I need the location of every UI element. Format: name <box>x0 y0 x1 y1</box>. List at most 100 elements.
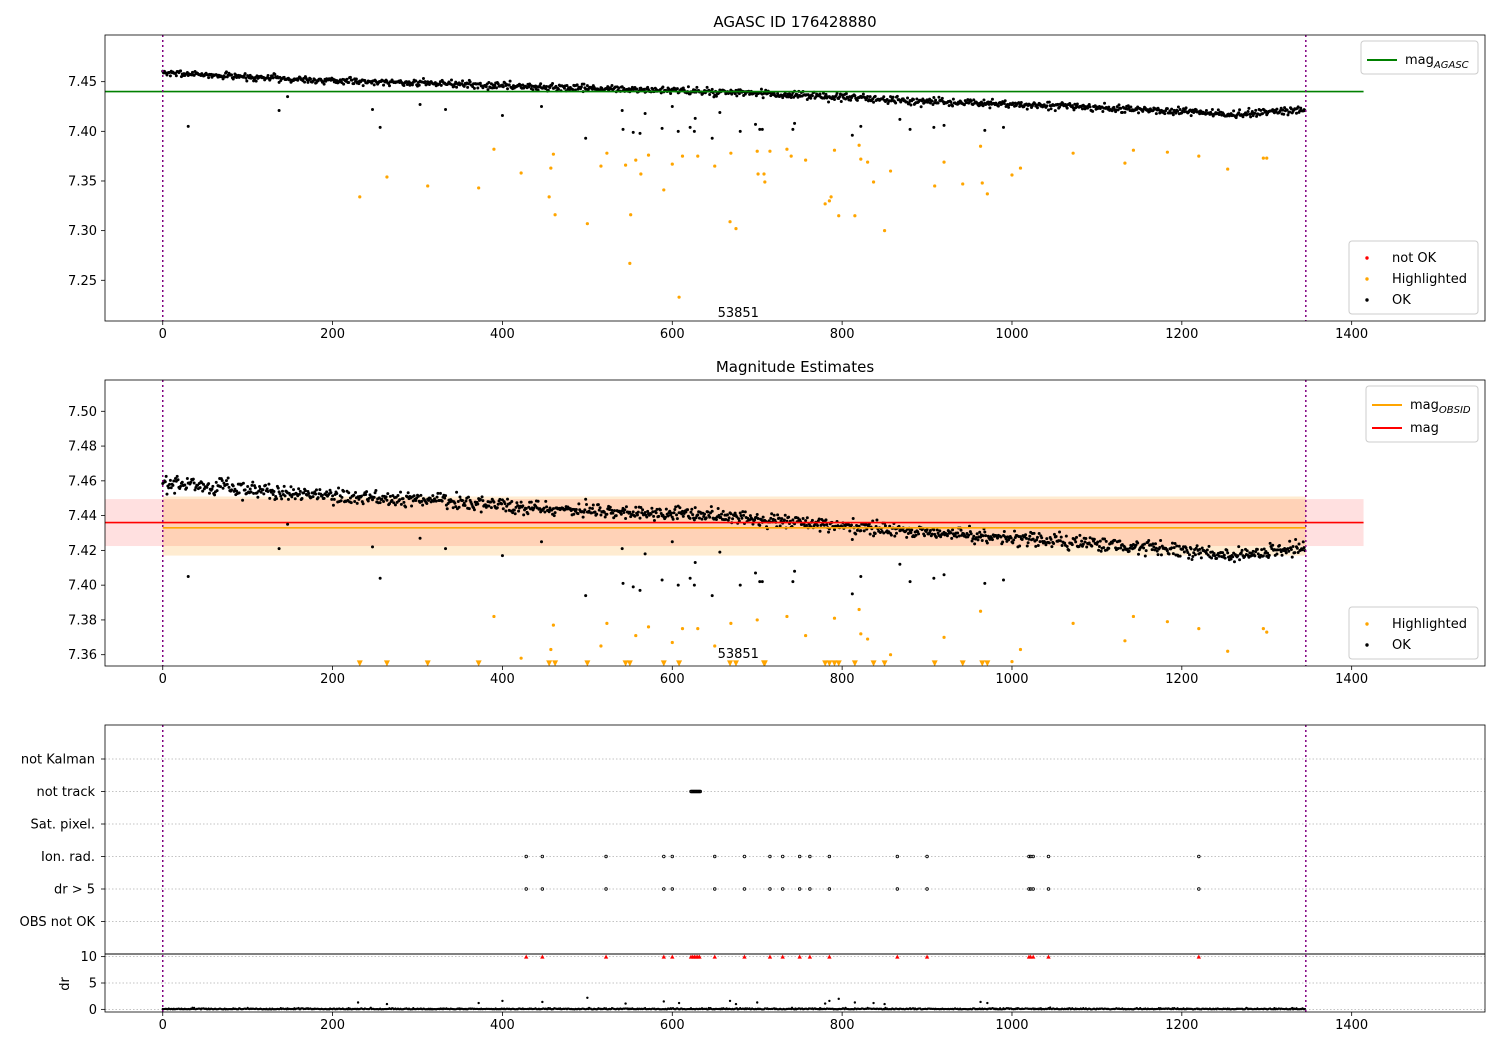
panel1-ok-point <box>638 131 642 135</box>
panel2-ok-point <box>572 512 576 516</box>
panel2-ok-point <box>585 502 589 506</box>
panel2-ok-point <box>551 507 555 511</box>
panel2-ok-point <box>956 531 960 535</box>
flag-marker <box>662 854 666 859</box>
panel1-ok-point <box>1047 100 1051 104</box>
panel2-ok-point <box>402 500 406 504</box>
panel2-ok-point <box>693 506 697 510</box>
panel1-ok-point <box>909 103 913 107</box>
panel1-ok-point <box>882 95 886 99</box>
panel2-ok-point <box>1058 530 1062 534</box>
panel2-ok-point <box>588 506 592 510</box>
panel1-highlighted-point <box>1261 156 1265 160</box>
panel2-legend-marker-label: Highlighted <box>1392 617 1467 632</box>
panel2-ok-point <box>671 517 675 521</box>
panel1-ok-point <box>622 86 626 90</box>
panel2-ok-point <box>1215 556 1219 560</box>
panel1-ok-point <box>313 78 317 82</box>
dr-capped-marker <box>712 954 717 959</box>
panel1-ok-point <box>1075 102 1079 106</box>
flag-label: dr > 5 <box>54 883 95 898</box>
panel2-ok-point <box>500 554 504 558</box>
panel2-highlighted-point <box>670 640 674 645</box>
panel3-xtick-label: 1200 <box>1165 1018 1198 1033</box>
panel2-ok-point <box>1207 544 1211 548</box>
panel2-ok-point <box>868 532 872 536</box>
panel1-annotation: 53851 <box>718 306 759 321</box>
panel2-ytick-label: 7.38 <box>68 613 97 628</box>
panel2-ok-point <box>339 499 343 503</box>
panel1-ok-point <box>1245 112 1249 116</box>
panel1-highlighted-point <box>358 195 362 199</box>
panel2-ok-point <box>810 518 814 522</box>
panel2-ok-point <box>1262 547 1266 551</box>
panel1-ok-point <box>579 85 583 89</box>
panel2-ok-point <box>1049 537 1053 541</box>
panel2-highlighted-point <box>1131 614 1136 619</box>
panel2-ok-point <box>743 510 747 514</box>
panel2-ok-point <box>1184 546 1188 550</box>
panel2-xtick-label: 0 <box>159 672 167 687</box>
dr-outlier-point <box>883 1002 886 1006</box>
panel1-ok-point <box>1178 108 1182 112</box>
panel1-ok-point <box>1282 112 1286 116</box>
panel1-highlighted-point <box>832 148 837 152</box>
panel1-highlighted-point <box>519 171 523 175</box>
panel2-ok-point <box>246 484 250 488</box>
panel3: not Kalman not track Sat. pixel. Ion. rad. d… <box>20 724 1486 1033</box>
panel2-highlighted-point <box>1018 647 1023 652</box>
panel2-ok-point <box>300 496 304 500</box>
panel1-ok-point <box>168 74 172 78</box>
panel1-ok-point <box>410 83 414 87</box>
panel1-legend-lines-box <box>1360 40 1479 75</box>
panel1-xtick-label: 1000 <box>995 327 1028 342</box>
panel1-ok-point <box>962 103 966 107</box>
panel2-ok-point <box>221 486 225 490</box>
panel1-highlighted-point <box>961 182 965 186</box>
panel2-ok-point <box>599 513 603 517</box>
panel2-ok-point <box>431 494 435 498</box>
panel2-ok-point <box>1044 543 1048 547</box>
panel1-ok-point <box>439 83 443 87</box>
panel2-ok-point <box>192 481 196 485</box>
panel1-ok-point <box>844 97 848 101</box>
panel2-ok-point <box>1136 541 1140 545</box>
panel1-ok-point <box>1129 105 1133 109</box>
panel1-ok-point <box>551 81 555 85</box>
panel1-ok-point <box>631 130 635 134</box>
panel1: 7.25 7.30 7.35 7.40 7.45 0 200 400 600 800 1000 120… <box>68 13 1486 342</box>
panel1-ok-point <box>617 86 621 90</box>
panel1-ok-point <box>540 105 544 108</box>
panel2-ok-point <box>401 497 405 501</box>
panel2-legend-markers-box <box>1348 606 1479 660</box>
panel2-ok-point <box>396 493 400 497</box>
panel2-ok-point <box>1059 535 1063 539</box>
panel2-ok-point <box>297 487 301 491</box>
panel2-ok-point <box>378 501 382 505</box>
panel2-ok-point <box>454 505 458 509</box>
panel2-ok-point <box>673 507 677 511</box>
panel2-ok-point <box>906 531 910 535</box>
panel1-legend-line-main: mag <box>1405 53 1434 68</box>
panel1-ok-point <box>361 84 365 88</box>
panel2-clipped-marker <box>424 660 431 666</box>
panel2-ok-point <box>427 498 431 502</box>
panel2-highlighted-point <box>1197 627 1201 631</box>
panel2-ok-point <box>434 499 438 503</box>
panel1-ok-point <box>1247 106 1251 110</box>
panel2-series-highlighted <box>492 607 1269 664</box>
panel1-ok-point <box>174 74 178 78</box>
panel2-clipped-marker <box>984 660 991 666</box>
panel1-ok-point <box>695 85 699 89</box>
panel2-ok-point <box>1275 552 1279 556</box>
panel1-ok-point <box>932 96 936 100</box>
panel2-ytick-label: 7.50 <box>68 405 97 420</box>
panel2-ok-point <box>1034 544 1038 548</box>
flag-marker <box>780 854 785 859</box>
panel1-legend-marker-swatch <box>1365 277 1369 281</box>
panel2-ok-point <box>185 486 189 490</box>
panel2-ok-point <box>213 493 217 497</box>
panel2-ok-point <box>1253 554 1257 558</box>
panel1-ok-point <box>472 86 476 90</box>
panel2-highlighted-point <box>1265 630 1269 634</box>
